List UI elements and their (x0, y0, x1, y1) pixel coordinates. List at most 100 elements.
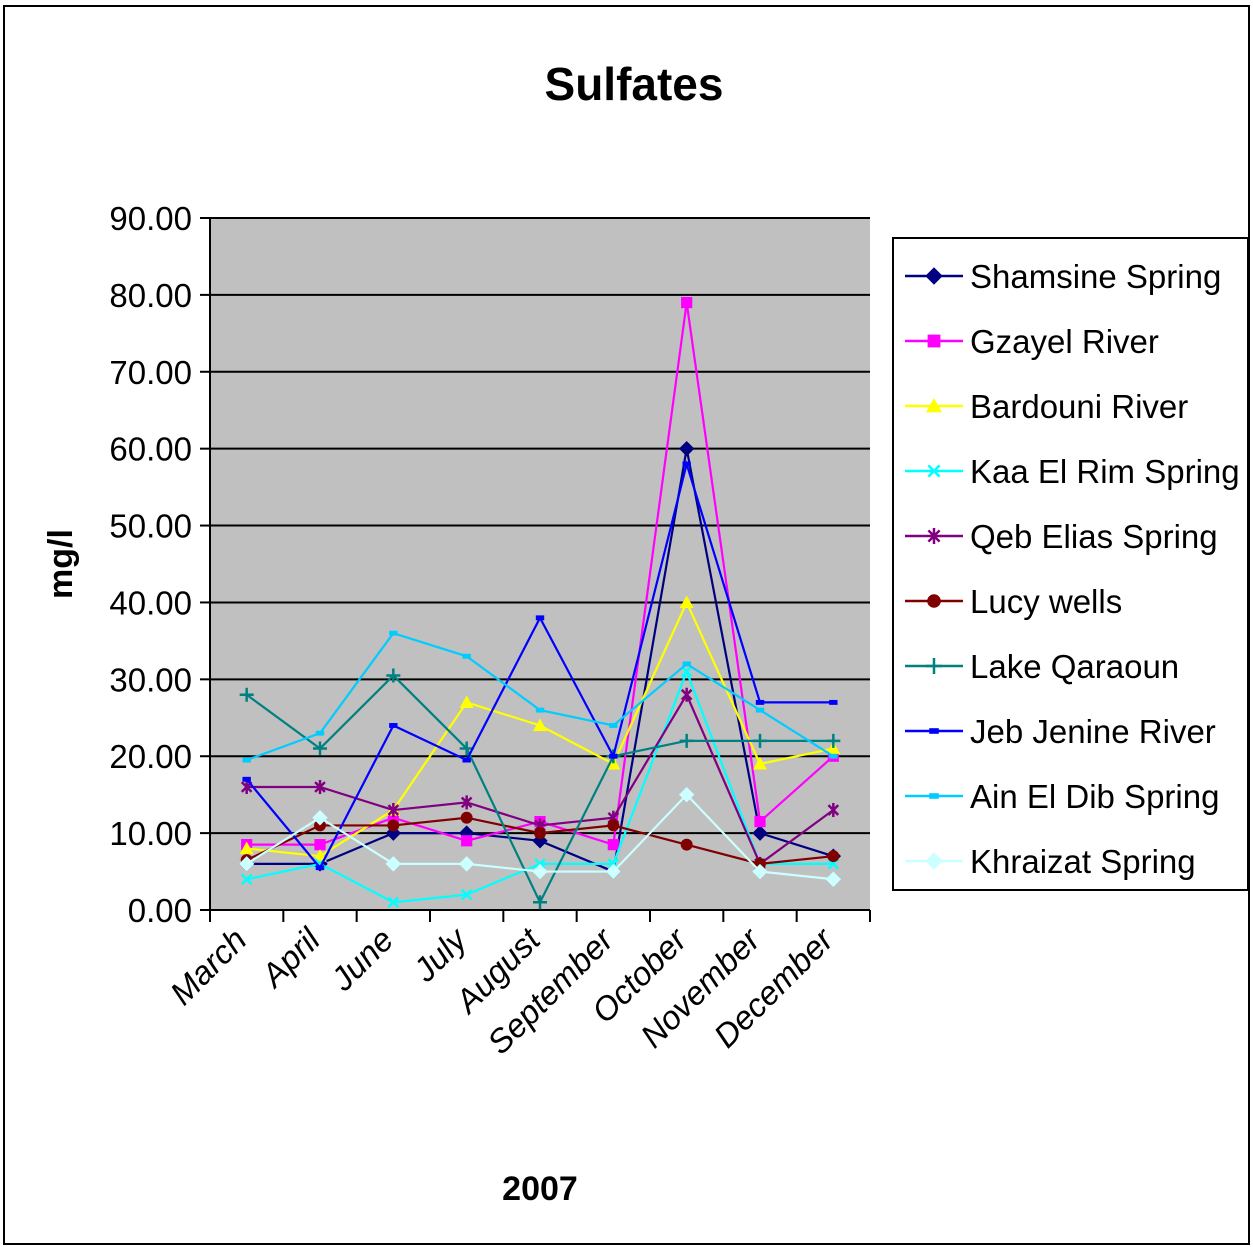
series-group (238, 296, 842, 910)
data-point (533, 895, 547, 910)
data-point (752, 863, 768, 880)
data-point (927, 464, 941, 478)
data-point (681, 296, 693, 309)
data-point (461, 835, 473, 847)
data-point (826, 733, 841, 748)
data-point (925, 852, 943, 870)
data-point (755, 699, 765, 705)
data-point (680, 687, 693, 702)
legend-item: Ain El Dib Spring (905, 778, 1219, 815)
data-point (682, 661, 691, 667)
data-point (682, 461, 691, 467)
legend-label: Lake Qaraoun (970, 648, 1179, 685)
data-point (753, 756, 767, 770)
legend-item: Khraizat Spring (905, 843, 1196, 880)
data-point (926, 658, 942, 674)
y-tick-label: 60.00 (109, 431, 192, 468)
legend-label: Bardouni River (970, 388, 1188, 425)
data-point (927, 334, 941, 348)
data-point (314, 779, 326, 794)
y-tick-label: 30.00 (109, 661, 192, 698)
x-axis-title: 2007 (502, 1170, 578, 1208)
y-tick-label: 40.00 (109, 584, 192, 621)
data-point (459, 741, 474, 756)
legend-label: Shamsine Spring (970, 258, 1221, 295)
y-tick-label: 0.00 (128, 892, 192, 929)
y-tick-labels: 0.00 10.00 20.00 30.00 40.00 50.00 60.00 70.00 8… (109, 200, 192, 929)
data-point (458, 856, 475, 872)
data-point (385, 856, 402, 872)
y-tick-label: 80.00 (109, 277, 192, 314)
data-point (678, 440, 695, 457)
data-point (754, 815, 766, 828)
y-tick-label: 20.00 (109, 738, 192, 775)
data-point (460, 811, 473, 824)
data-point (605, 863, 622, 880)
legend-label: Qeb Elias Spring (970, 518, 1218, 555)
data-point (387, 819, 400, 832)
data-point (607, 839, 619, 851)
data-point (827, 850, 840, 863)
legend-label: Lucy wells (970, 583, 1122, 620)
y-axis-title: mg/l (42, 529, 80, 599)
data-point (389, 723, 398, 728)
legend-label: Jeb Jenine River (970, 713, 1216, 750)
data-point (462, 653, 471, 659)
axes (200, 217, 871, 922)
data-point (534, 827, 546, 840)
legend-label: Gzayel River (970, 323, 1159, 360)
data-point (240, 873, 253, 886)
data-point (926, 398, 942, 413)
legend-item: Lake Qaraoun (905, 648, 1179, 685)
legend-item: Jeb Jenine River (905, 713, 1216, 750)
data-point (387, 812, 399, 824)
data-point (242, 757, 251, 763)
legend-label: Ain El Dib Spring (970, 778, 1219, 815)
data-point (239, 841, 254, 855)
data-point (679, 733, 694, 748)
data-point (314, 839, 326, 851)
data-point (238, 856, 255, 872)
data-point (753, 733, 767, 748)
data-point (829, 699, 838, 705)
legend-item: Qeb Elias Spring (905, 518, 1218, 555)
series-8 (242, 630, 838, 763)
data-point (827, 803, 840, 818)
series-6 (239, 668, 841, 910)
data-point (825, 871, 842, 887)
data-point (679, 595, 694, 609)
data-point (387, 803, 400, 818)
data-point (678, 786, 695, 803)
series-2 (239, 595, 841, 862)
data-point (925, 267, 943, 285)
data-point (755, 707, 765, 713)
plot-area (210, 218, 870, 910)
data-point (460, 888, 473, 901)
legend-item: Gzayel River (905, 323, 1159, 360)
y-tick-label: 50.00 (109, 508, 192, 545)
legend-item: Lucy wells (905, 583, 1122, 620)
data-point (829, 753, 838, 759)
series-7 (242, 459, 838, 871)
data-point (315, 730, 325, 736)
data-point (607, 819, 620, 832)
data-point (532, 863, 548, 880)
y-tick-label: 90.00 (109, 200, 192, 237)
data-point (239, 687, 254, 702)
data-point (462, 757, 471, 763)
data-point (609, 753, 618, 759)
series-9 (238, 786, 842, 887)
data-point (680, 838, 693, 851)
data-point (313, 741, 327, 756)
data-point (389, 630, 398, 636)
data-point (927, 528, 941, 544)
data-point (460, 795, 473, 810)
data-point (927, 594, 941, 608)
data-point (387, 896, 400, 909)
legend-label: Khraizat Spring (970, 843, 1196, 880)
legend-box (892, 237, 1249, 891)
series-5 (240, 811, 840, 870)
data-point (242, 776, 251, 782)
